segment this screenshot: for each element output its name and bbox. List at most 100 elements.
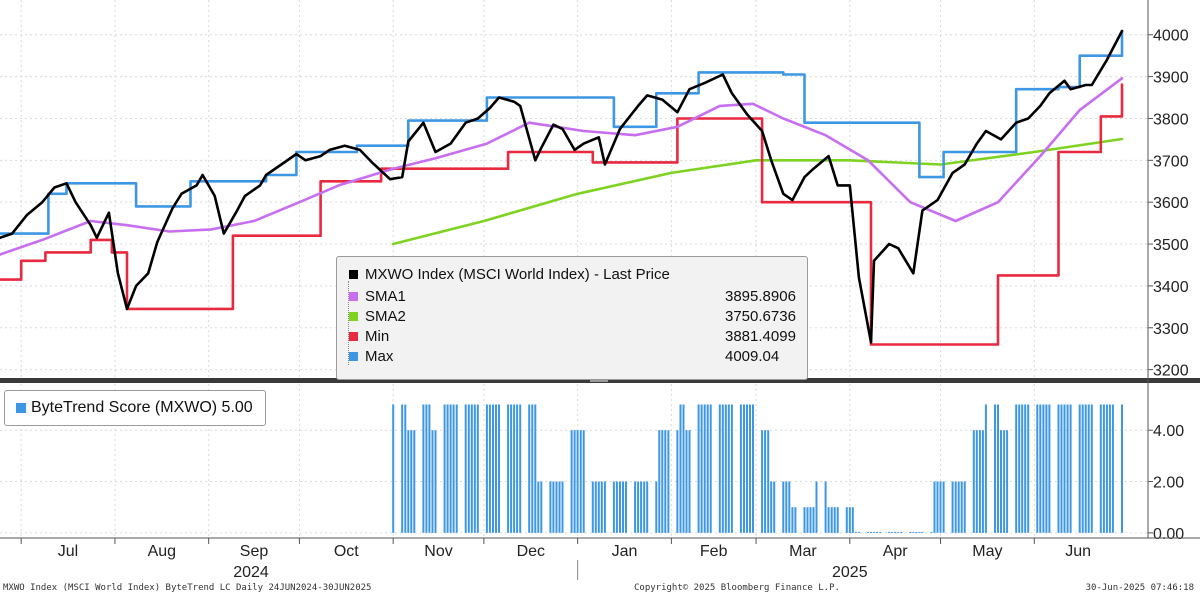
score-bar — [782, 481, 785, 533]
score-bar — [425, 404, 428, 533]
score-bar — [770, 481, 773, 533]
score-bar — [833, 507, 836, 533]
score-bar — [851, 507, 854, 533]
score-bar — [431, 430, 434, 533]
score-bar — [824, 481, 827, 533]
x-tick-label: Oct — [334, 543, 359, 560]
score-bar — [664, 430, 667, 533]
score-bar — [676, 430, 679, 533]
series-line-min — [0, 83, 1124, 346]
score-bar — [785, 481, 788, 533]
score-bar — [809, 507, 812, 533]
legend-value: 3750.6736 — [725, 308, 796, 325]
legend-item-min: Min 3881.4099 — [345, 327, 801, 347]
score-bar — [667, 430, 670, 533]
score-bar — [634, 481, 637, 533]
score-bar — [984, 404, 987, 533]
score-bar — [951, 481, 954, 533]
score-bar — [513, 404, 516, 533]
score-bar — [619, 481, 621, 533]
score-bar — [473, 404, 476, 533]
score-bar — [1057, 404, 1060, 533]
score-bar — [534, 404, 537, 533]
legend-label: Min — [365, 328, 390, 345]
score-bar — [622, 481, 624, 533]
score-bar — [1024, 404, 1027, 533]
series-line-max — [0, 29, 1124, 235]
score-bar — [915, 531, 918, 533]
score-bar — [488, 404, 491, 533]
y-tick-label: 3600 — [1153, 195, 1189, 212]
score-legend-label: ByteTrend Score (MXWO) 5.00 — [31, 399, 253, 416]
score-bar — [939, 481, 942, 533]
score-bar — [428, 404, 431, 533]
legend-swatch — [349, 270, 358, 279]
legend-value: 4009.04 — [725, 348, 780, 365]
score-bar — [1048, 404, 1051, 533]
legend-item-price: MXWO Index (MSCI World Index) - Last Pri… — [345, 265, 801, 285]
y-tick-label: 3700 — [1153, 153, 1189, 170]
x-tick-label: Dec — [517, 543, 545, 560]
y-tick-label: 3500 — [1153, 237, 1189, 254]
score-bar — [1015, 404, 1018, 533]
score-bar — [498, 404, 500, 533]
y-tick-label: 3900 — [1153, 70, 1189, 87]
score-bar — [978, 430, 981, 533]
y-tick-label: 3400 — [1153, 279, 1189, 296]
score-bar — [392, 404, 395, 533]
year-label: 2025 — [832, 564, 868, 581]
score-bar — [612, 481, 615, 533]
score-bar — [646, 481, 649, 533]
score-bar — [724, 404, 727, 533]
score-bar — [576, 430, 579, 533]
score-bar — [806, 507, 809, 533]
score-bar — [836, 507, 839, 533]
legend-item-sma1: SMA1 3895.8906 — [345, 287, 801, 307]
score-bar — [594, 481, 597, 533]
footer-left: MXWO Index (MSCI World Index) ByteTrend … — [3, 583, 372, 593]
score-bar — [549, 481, 552, 533]
score-bar — [492, 404, 494, 533]
score-bar — [912, 531, 915, 533]
score-bar — [643, 481, 646, 533]
score-bar — [897, 531, 900, 533]
score-bar — [727, 404, 730, 533]
legend-item-max: Max 4009.04 — [345, 347, 801, 367]
score-bar — [452, 404, 455, 533]
score-bar — [603, 481, 606, 533]
score-bar — [1099, 404, 1102, 533]
score-bar — [1042, 404, 1045, 533]
score-bar — [857, 531, 860, 533]
score-bar — [930, 531, 933, 533]
score-bar — [625, 481, 627, 533]
y-tick-label: 3800 — [1153, 111, 1189, 128]
score-bar — [685, 430, 688, 533]
score-bar — [528, 404, 531, 533]
score-bar — [794, 507, 797, 533]
score-bar — [434, 430, 437, 533]
score-bar — [743, 404, 745, 533]
score-bar — [1121, 404, 1123, 533]
score-bar — [767, 430, 770, 533]
x-tick-label: Sep — [240, 543, 269, 560]
score-bar — [761, 430, 764, 533]
score-bar — [443, 404, 446, 533]
score-bar — [764, 430, 767, 533]
score-bar — [591, 481, 594, 533]
score-bar — [1111, 404, 1114, 533]
score-bar — [464, 404, 467, 533]
legend-swatch — [16, 403, 26, 413]
score-bar — [997, 404, 999, 533]
y-tick-label: 3200 — [1153, 363, 1189, 380]
score-bar — [891, 531, 894, 533]
score-bar — [410, 430, 413, 533]
score-bar — [1081, 404, 1084, 533]
score-bar — [749, 404, 751, 533]
y-tick-label: 2.00 — [1153, 475, 1184, 492]
score-bar — [812, 507, 815, 533]
score-bar — [661, 430, 664, 533]
series-line-sma2 — [391, 137, 1124, 246]
score-bar — [994, 404, 996, 533]
y-tick-label: 4.00 — [1153, 423, 1184, 440]
x-tick-label: Apr — [883, 543, 909, 560]
